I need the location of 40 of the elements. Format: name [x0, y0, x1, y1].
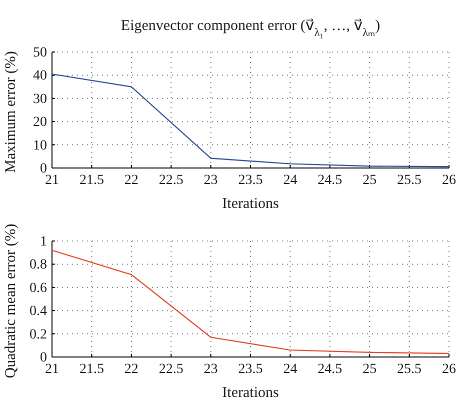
y-tick-label: 0.6	[30, 280, 47, 296]
x-tick-label: 26	[442, 362, 456, 377]
x-axis-title: Iterations	[222, 385, 279, 401]
x-axis-title: Iterations	[222, 196, 279, 212]
x-tick-label: 23	[204, 172, 218, 188]
y-tick-label: 0.4	[30, 304, 47, 320]
y-tick-label: 40	[33, 68, 47, 84]
x-tick-label: 22.5	[158, 172, 184, 188]
x-tick-label: 21	[45, 172, 59, 188]
x-tick-label: 23.5	[238, 362, 263, 377]
x-tick-label: 24	[283, 172, 298, 188]
x-tick-label: 23	[204, 362, 218, 377]
x-tick-label: 21.5	[79, 172, 104, 188]
y-tick-label: 10	[33, 138, 47, 154]
y-tick-label: 0.8	[30, 258, 47, 273]
y-tick-label: 30	[33, 92, 47, 107]
x-tick-label: 22	[124, 362, 138, 377]
y-tick-label: 20	[33, 115, 47, 130]
y-axis-title: Maximum error (%)	[3, 51, 19, 173]
x-tick-label: 22	[124, 172, 138, 188]
x-tick-label: 24	[283, 362, 298, 377]
x-tick-label: 24.5	[318, 362, 342, 377]
x-tick-label: 25	[362, 172, 377, 188]
y-tick-label: 0	[40, 350, 47, 366]
x-tick-label: 25.5	[397, 172, 422, 188]
x-tick-label: 21	[45, 362, 59, 377]
x-tick-label: 25	[362, 362, 377, 377]
y-tick-label: 50	[33, 45, 47, 60]
y-tick-label: 0	[40, 161, 47, 176]
chart-title: Eigenvector component error (v⃗$_{λ₁}$, …, v⃗$_{λₘ}$)	[120, 18, 380, 39]
x-tick-label: 24.5	[318, 172, 342, 188]
x-tick-label: 22.5	[158, 362, 184, 377]
line-series	[51, 250, 450, 354]
y-tick-label: 0.2	[30, 327, 47, 342]
y-axis-title: Quadratic mean error (%)	[3, 224, 19, 378]
x-tick-label: 25.5	[397, 362, 422, 377]
x-tick-label: 26	[442, 172, 456, 188]
y-tick-label: 1	[40, 234, 47, 250]
x-tick-label: 21.5	[79, 362, 104, 377]
x-tick-label: 23.5	[238, 172, 263, 188]
